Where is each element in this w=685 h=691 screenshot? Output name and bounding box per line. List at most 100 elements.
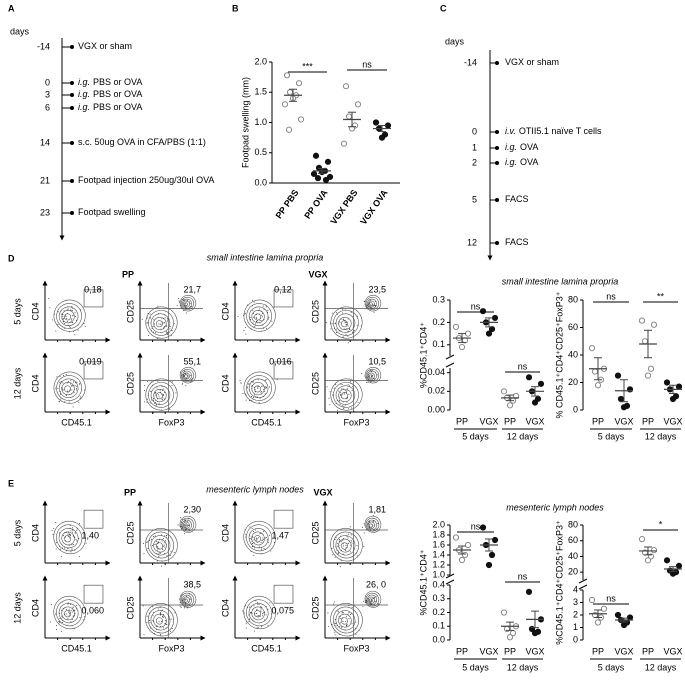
event-dot <box>256 537 258 539</box>
contour <box>56 524 83 552</box>
event-dot <box>159 539 161 541</box>
event-dot <box>334 601 336 603</box>
event-dot <box>163 544 165 546</box>
event-dot <box>253 394 255 396</box>
event-dot <box>59 382 61 384</box>
row-label: 5 days <box>12 519 22 546</box>
event-dot <box>264 393 266 395</box>
data-point <box>506 634 514 641</box>
event-dot <box>157 305 159 307</box>
event-dot <box>187 376 189 378</box>
event-dot <box>184 519 186 521</box>
event-dot <box>183 607 185 609</box>
event-dot <box>264 386 266 388</box>
event-dot <box>149 402 151 404</box>
x-tick-label: VGX <box>525 646 544 656</box>
event-dot <box>347 613 349 615</box>
gate-value: 1,40 <box>82 530 100 540</box>
event-dot <box>495 241 499 245</box>
event-dot <box>346 388 348 390</box>
contour <box>61 606 75 621</box>
event-dot <box>64 328 66 330</box>
plot-x-label: CD45.1 <box>251 417 282 427</box>
contour <box>182 521 190 529</box>
event-dot <box>161 609 163 611</box>
event-dot <box>337 611 339 613</box>
event-dot <box>252 322 254 324</box>
contour <box>367 372 375 380</box>
plot-y-label: CD25 <box>310 596 320 619</box>
event-dot <box>333 603 335 605</box>
event-dot <box>349 526 351 528</box>
event-dot <box>68 537 70 539</box>
contour <box>184 302 188 307</box>
event-dot <box>59 617 61 619</box>
event-dot <box>62 374 64 376</box>
event-dot <box>377 523 379 525</box>
contour <box>368 598 373 603</box>
event-dot <box>83 323 85 325</box>
event-dot <box>70 551 72 553</box>
event-dot <box>55 548 57 550</box>
event-dot <box>68 401 70 403</box>
event-dot <box>253 316 255 318</box>
gate-value: 2,30 <box>183 504 201 514</box>
section-title: small intestine lamina propria <box>207 252 324 262</box>
contour <box>53 371 86 404</box>
event-dot <box>334 539 336 541</box>
event-dot <box>334 322 336 324</box>
data-point <box>525 374 533 381</box>
y-tick-label: 80 <box>568 519 578 529</box>
event-dot <box>255 539 257 541</box>
data-point <box>641 338 649 345</box>
contour <box>338 538 352 553</box>
event-dot <box>262 537 264 539</box>
event-dot <box>166 332 168 334</box>
event-dot <box>258 603 260 605</box>
event-dot <box>339 566 341 568</box>
event-dot <box>55 387 57 389</box>
event-dot <box>253 301 255 303</box>
event-dot <box>345 549 347 551</box>
event-dot <box>50 621 52 623</box>
day-label: 2 <box>472 157 477 167</box>
plot-y-label: CD4 <box>30 524 40 542</box>
contour <box>254 535 262 543</box>
cd25-plot: 21,7 <box>137 280 206 343</box>
y-tick-label: 1.0 <box>254 117 267 127</box>
event-dot <box>70 211 74 215</box>
cd4-plot: 0,019 <box>42 352 111 415</box>
event-dot <box>245 536 247 538</box>
event-dot <box>158 402 160 404</box>
event-dot <box>69 534 71 536</box>
event-dot <box>253 554 255 556</box>
event-dot <box>66 321 68 323</box>
contour <box>340 617 348 625</box>
chart-title: small intestine lamina propria <box>502 276 619 286</box>
event-dot <box>341 405 343 407</box>
event-dot <box>63 547 65 549</box>
event-dot <box>269 602 271 604</box>
error-bar <box>506 394 514 402</box>
event-dot <box>252 536 254 538</box>
event-dot <box>258 401 260 403</box>
event-dot <box>260 320 262 322</box>
event-dot <box>245 605 247 607</box>
event-dot <box>146 398 148 400</box>
event-dot <box>260 541 262 543</box>
event-dot <box>244 313 246 315</box>
plot-y-label: CD4 <box>30 374 40 392</box>
event-dot <box>186 595 188 597</box>
event-dot <box>186 520 188 522</box>
data-point <box>669 395 677 403</box>
event-dot <box>264 390 266 392</box>
event-dot <box>181 383 183 385</box>
event-dot <box>161 398 163 400</box>
event-dot <box>169 408 171 410</box>
contour <box>179 367 197 384</box>
contour <box>64 313 72 321</box>
axis-break <box>578 578 588 590</box>
plot-y-label: CD25 <box>125 300 135 323</box>
event-dot <box>62 389 64 391</box>
event-dot <box>265 379 267 381</box>
